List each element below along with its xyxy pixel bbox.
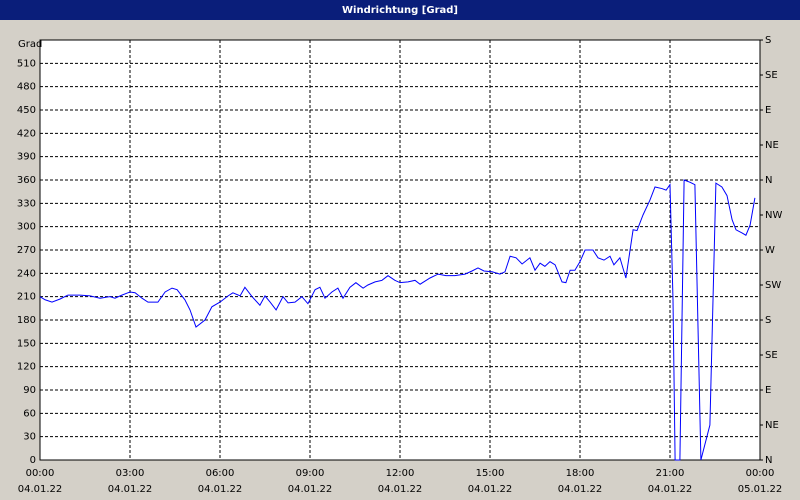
x-tick-label: 18:00 bbox=[566, 468, 595, 479]
y2-tick-label: SE bbox=[765, 350, 778, 361]
x-tick-label: 00:00 bbox=[746, 468, 775, 479]
x-tick-label: 15:00 bbox=[476, 468, 505, 479]
y2-tick-label: SE bbox=[765, 70, 778, 81]
y-tick-label: 510 bbox=[17, 58, 36, 69]
chart-title: Windrichtung [Grad] bbox=[342, 5, 458, 16]
x-tick-date: 04.01.22 bbox=[468, 484, 513, 495]
y2-tick-label: S bbox=[765, 35, 771, 46]
y2-tick-label: E bbox=[765, 105, 771, 116]
y2-tick-label: NW bbox=[765, 210, 782, 221]
y2-tick-label: NE bbox=[765, 140, 779, 151]
y-tick-label: 390 bbox=[17, 152, 36, 163]
y2-tick-label: S bbox=[765, 315, 771, 326]
x-tick-date: 04.01.22 bbox=[378, 484, 423, 495]
x-tick-label: 21:00 bbox=[656, 468, 685, 479]
x-tick-date: 04.01.22 bbox=[18, 484, 63, 495]
y2-tick-label: N bbox=[765, 175, 772, 186]
y-tick-label: 120 bbox=[17, 362, 36, 373]
y-tick-label: 270 bbox=[17, 245, 36, 256]
y2-tick-label: E bbox=[765, 385, 771, 396]
y-tick-label: 30 bbox=[23, 432, 36, 443]
y-tick-label: 180 bbox=[17, 315, 36, 326]
x-tick-label: 06:00 bbox=[206, 468, 235, 479]
y2-tick-label: SW bbox=[765, 280, 781, 291]
y-tick-label: 480 bbox=[17, 82, 36, 93]
x-tick-label: 03:00 bbox=[116, 468, 145, 479]
y-tick-label: 240 bbox=[17, 268, 36, 279]
y-tick-label: 90 bbox=[23, 385, 36, 396]
y-tick-label: 60 bbox=[23, 408, 36, 419]
data-line bbox=[39, 179, 756, 461]
x-tick-label: 12:00 bbox=[386, 468, 415, 479]
y-tick-label: 0 bbox=[30, 455, 36, 466]
y-tick-label: 450 bbox=[17, 105, 36, 116]
x-tick-date: 04.01.22 bbox=[558, 484, 603, 495]
y2-tick-label: W bbox=[765, 245, 775, 256]
y-tick-label: 330 bbox=[17, 198, 36, 209]
y-tick-label: 420 bbox=[17, 128, 36, 139]
x-tick-date: 04.01.22 bbox=[198, 484, 243, 495]
plot-border bbox=[39, 39, 761, 461]
y2-tick-label: NE bbox=[765, 420, 779, 431]
y-tick-label: 210 bbox=[17, 292, 36, 303]
y-tick-label: 360 bbox=[17, 175, 36, 186]
x-tick-label: 09:00 bbox=[296, 468, 325, 479]
title-bar bbox=[0, 0, 800, 20]
y-tick-label: 300 bbox=[17, 222, 36, 233]
y-axis-label: Grad bbox=[18, 39, 42, 50]
x-tick-date: 04.01.22 bbox=[108, 484, 153, 495]
x-tick-date: 05.01.22 bbox=[738, 484, 783, 495]
x-tick-date: 04.01.22 bbox=[648, 484, 693, 495]
y-tick-label: 150 bbox=[17, 338, 36, 349]
y2-tick-label: N bbox=[765, 455, 772, 466]
x-tick-date: 04.01.22 bbox=[288, 484, 333, 495]
x-tick-label: 00:00 bbox=[26, 468, 55, 479]
